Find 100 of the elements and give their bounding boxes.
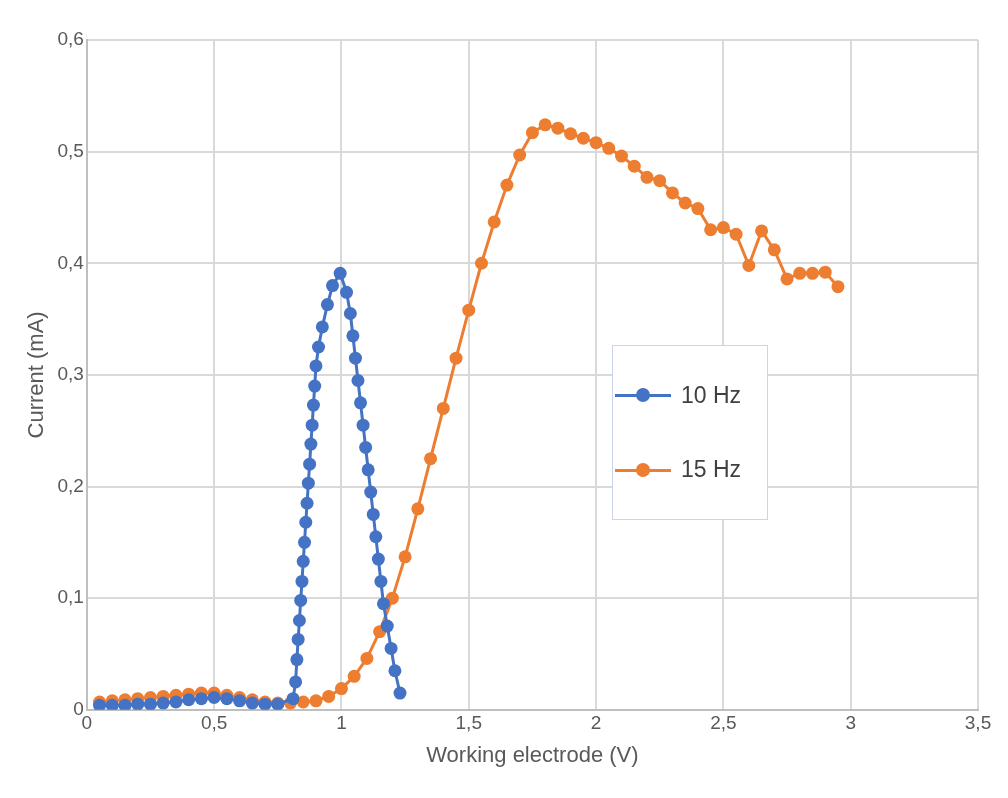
point — [398, 550, 412, 564]
point — [366, 507, 380, 521]
point — [182, 693, 196, 707]
point — [131, 697, 145, 710]
point — [487, 215, 501, 229]
point — [793, 266, 807, 280]
point — [818, 265, 832, 279]
point — [286, 692, 300, 706]
point — [474, 256, 488, 270]
point — [348, 351, 362, 365]
point — [296, 554, 310, 568]
point — [194, 692, 208, 706]
y-tick-label: 0,1 — [57, 586, 84, 608]
point — [376, 597, 390, 611]
point — [424, 452, 438, 466]
point — [665, 186, 679, 200]
x-axis-title: Working electrode (V) — [426, 741, 639, 767]
point — [564, 127, 578, 141]
point — [371, 552, 385, 566]
y-tick-label: 0,4 — [57, 251, 85, 273]
y-tick-label: 0,6 — [57, 28, 84, 50]
point — [831, 280, 845, 294]
point — [143, 697, 157, 710]
point — [538, 118, 552, 132]
point — [315, 320, 329, 334]
point — [118, 698, 132, 710]
point — [169, 695, 183, 709]
y-tick-label: 0,3 — [57, 363, 84, 385]
point — [351, 373, 365, 387]
x-tick-label: 2,5 — [710, 712, 737, 734]
point — [300, 496, 314, 510]
point — [576, 131, 590, 145]
y-axis-title: Current (mA) — [23, 311, 49, 439]
point — [309, 694, 323, 708]
point — [374, 574, 388, 588]
x-tick-label: 2 — [590, 712, 602, 734]
point — [320, 298, 334, 312]
point — [326, 279, 340, 293]
point — [346, 329, 360, 343]
point — [309, 359, 323, 373]
legend-label: 10 Hz — [681, 381, 742, 409]
point — [105, 698, 119, 710]
point — [294, 593, 308, 607]
point — [303, 457, 317, 471]
x-tick-label: 3 — [845, 712, 856, 734]
point — [513, 148, 527, 162]
point — [627, 159, 641, 173]
point — [805, 266, 819, 280]
point — [360, 651, 374, 665]
x-tick-label: 1,5 — [455, 712, 482, 734]
point — [742, 259, 756, 272]
point — [704, 223, 718, 237]
point — [312, 340, 326, 354]
point — [551, 121, 565, 135]
legend-label: 15 Hz — [681, 456, 742, 484]
point — [678, 196, 692, 210]
point — [364, 485, 378, 499]
point — [640, 170, 654, 184]
point — [767, 243, 781, 257]
point — [384, 641, 398, 655]
point — [290, 653, 304, 667]
point — [306, 398, 320, 412]
point — [525, 126, 539, 140]
y-tick-label: 0,2 — [57, 474, 84, 496]
point — [356, 418, 370, 432]
point — [347, 669, 361, 683]
point — [653, 174, 667, 188]
point — [207, 691, 221, 705]
point — [354, 396, 368, 410]
point — [308, 379, 322, 393]
point — [291, 632, 305, 646]
point — [393, 686, 407, 700]
point — [361, 463, 375, 477]
point — [380, 619, 394, 633]
point — [449, 351, 463, 365]
point — [289, 675, 303, 689]
point — [334, 682, 348, 696]
point — [388, 664, 402, 678]
point — [301, 476, 315, 490]
point — [299, 515, 313, 529]
point — [322, 689, 336, 703]
point — [462, 303, 476, 317]
point — [369, 530, 383, 544]
point — [292, 613, 306, 627]
point — [220, 692, 234, 706]
point — [340, 285, 354, 299]
point — [716, 221, 730, 235]
x-tick-label: 0,5 — [200, 712, 228, 734]
point — [305, 418, 319, 432]
point — [602, 141, 616, 155]
point — [729, 227, 743, 241]
point — [755, 224, 769, 238]
y-tick-label: 0,5 — [57, 139, 84, 161]
x-tick-label: 3,5 — [964, 712, 992, 734]
point — [298, 535, 312, 549]
point — [780, 272, 794, 286]
point — [333, 266, 347, 280]
point — [304, 437, 318, 451]
point — [589, 136, 603, 150]
point — [359, 440, 373, 454]
